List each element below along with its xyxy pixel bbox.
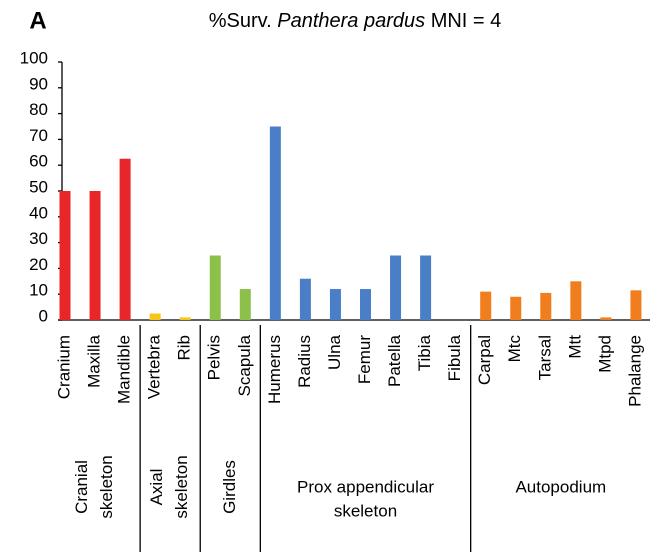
x-tick-label: Mtt [565,335,584,359]
bar [119,158,131,320]
bar [510,296,522,320]
bar [239,289,251,320]
bar [630,290,642,320]
y-tick-label: 80 [29,100,48,119]
x-tick-label: Phalange [625,335,644,407]
y-tick-label: 30 [29,229,48,248]
x-tick-label: Pelvis [205,335,224,380]
x-tick-label: Radius [295,335,314,388]
x-tick-label: Fibula [445,334,464,381]
x-tick-label: Scapula [235,334,254,396]
x-tick-label: Cranium [54,335,73,399]
bar [209,255,221,320]
x-tick-label: Maxilla [85,334,104,387]
bar [420,255,432,320]
bar [329,289,341,320]
x-tick-label: Tibia [415,334,434,371]
bar [149,313,161,320]
x-tick-label: Rib [175,335,194,361]
chart-title: %Surv. Panthera pardus MNI = 4 [209,10,502,32]
y-tick-label: 60 [29,152,48,171]
x-tick-label: Humerus [265,335,284,404]
group-label: Axial [147,469,166,506]
y-tick-label: 10 [29,281,48,300]
y-tick-label: 100 [20,48,48,67]
group-label: Cranial [72,460,91,514]
bar [179,317,191,320]
bar [360,289,371,320]
x-tick-label: Mtpd [595,335,614,373]
bar [59,191,71,320]
y-tick-label: 0 [39,306,48,325]
bar [600,317,612,320]
x-tick-label: Femur [355,335,374,384]
x-tick-label: Patella [385,334,404,387]
x-tick-label: Mtc [505,335,524,363]
x-tick-label: Mandible [115,335,134,404]
bar [540,292,552,320]
panel-label: A [29,7,46,34]
x-tick-label: Carpal [475,335,494,385]
y-tick-label: 20 [29,255,48,274]
group-label: Autopodium [515,477,606,496]
bar [480,291,492,320]
x-tick-label: Tarsal [535,335,554,380]
bar [269,126,281,320]
group-label: Girdles [220,460,239,514]
group-label: skeleton [334,501,397,520]
bar [89,191,101,320]
group-label: Prox appendicular [297,477,434,496]
group-label: skeleton [97,455,116,518]
bar [299,278,311,320]
y-tick-label: 70 [29,126,48,145]
x-tick-label: Ulna [325,334,344,370]
group-label: skeleton [172,455,191,518]
y-tick-label: 40 [29,203,48,222]
x-tick-label: Vertebra [145,334,164,399]
y-tick-label: 50 [29,177,48,196]
bar [570,281,582,320]
bar [390,255,402,320]
y-tick-label: 90 [29,74,48,93]
